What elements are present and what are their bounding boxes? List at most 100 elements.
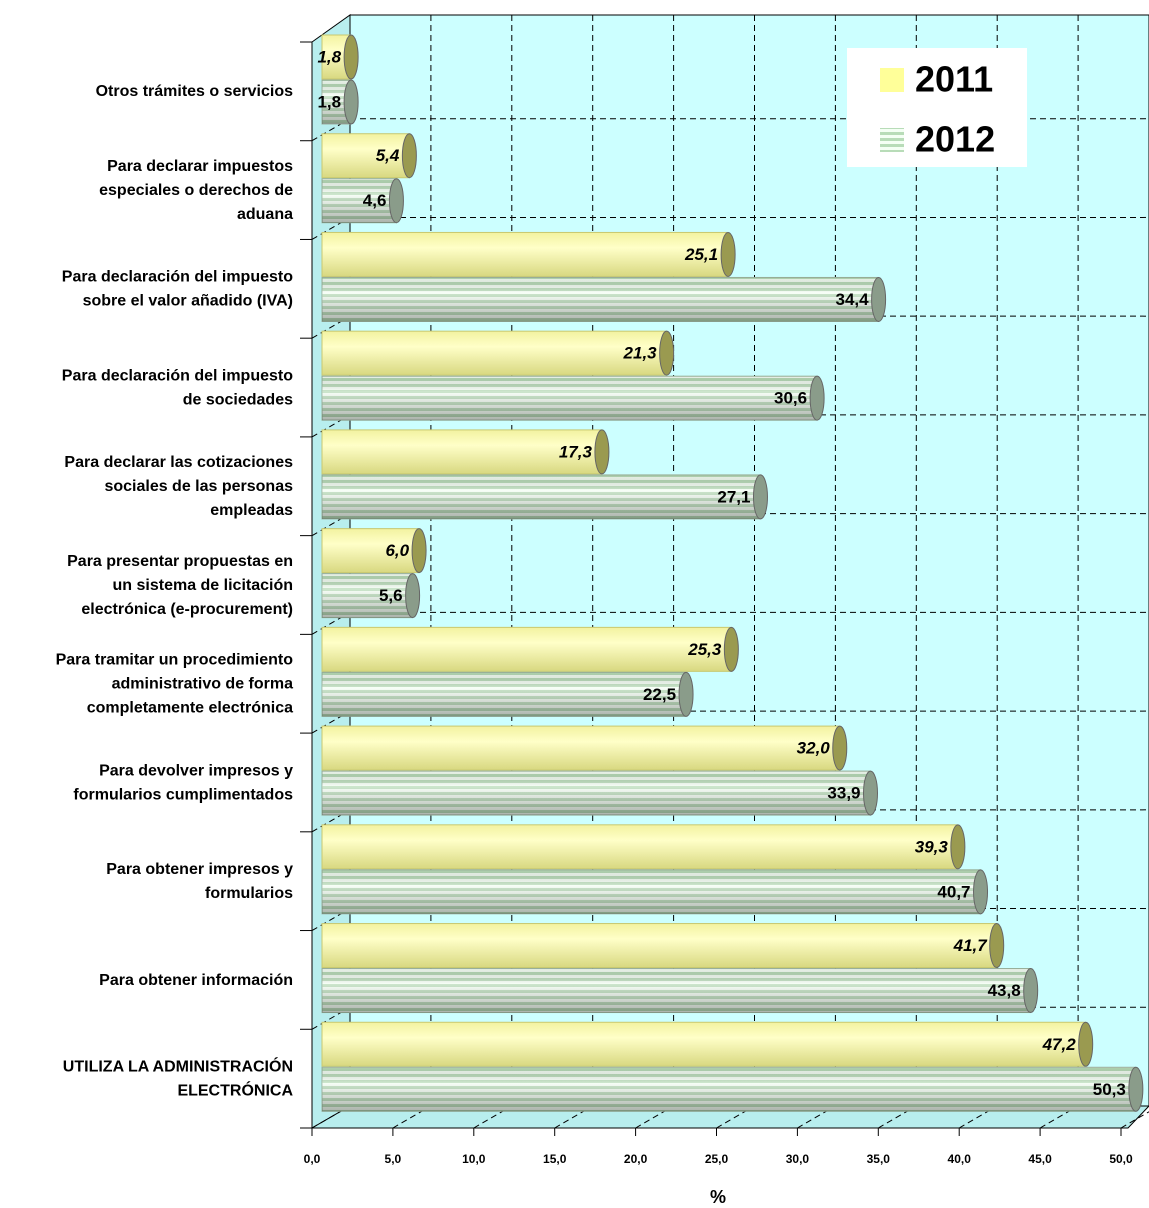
bar: [321, 824, 966, 870]
bar-shade: [322, 277, 879, 322]
bar: [321, 34, 359, 80]
bar-cap: [863, 770, 879, 816]
bar-body: [321, 923, 998, 969]
bar-cap: [678, 671, 694, 717]
value-label: 1,8: [317, 47, 341, 66]
bar-shade: [322, 771, 871, 816]
y-tick-label: de sociedades: [183, 391, 293, 408]
bar-cap: [594, 429, 610, 475]
value-label: 22,5: [643, 685, 676, 704]
grid-line: [716, 1105, 755, 1129]
x-tick-label: 5,0: [385, 1152, 402, 1166]
bar-cap: [659, 330, 675, 376]
y-tick-label: Para tramitar un procedimiento: [56, 652, 294, 669]
grid-line: [311, 611, 351, 635]
grid-line: [311, 217, 351, 240]
y-tick-label: Otros trámites o servicios: [96, 83, 294, 100]
grid-line: [311, 513, 351, 537]
bar: [321, 133, 417, 179]
value-label: 5,4: [376, 146, 400, 165]
y-tick-label: UTILIZA LA ADMINISTRACIÓN: [63, 1056, 293, 1075]
value-label: 43,8: [988, 981, 1021, 1000]
y-tick-label: Para obtener información: [99, 972, 293, 989]
y-tick-label: aduana: [237, 206, 293, 223]
bar-cap: [405, 573, 421, 619]
value-label: 21,3: [623, 344, 658, 363]
grid-line: [1120, 1111, 1149, 1129]
bar: [321, 330, 675, 376]
value-label: 25,3: [687, 640, 722, 659]
bar-body: [321, 231, 729, 277]
y-tick-label: empleadas: [210, 502, 293, 519]
bar: [321, 231, 736, 277]
bar-cap: [1128, 1066, 1144, 1112]
bar-body: [321, 528, 420, 574]
value-label: 4,6: [363, 191, 387, 210]
grid-line: [311, 710, 351, 734]
value-label: 47,2: [1042, 1035, 1077, 1054]
bar-cap: [871, 276, 887, 322]
x-tick-label: 25,0: [705, 1152, 729, 1166]
y-tick-label: sociales de las personas: [104, 478, 293, 495]
grid-line: [392, 1105, 432, 1129]
y-tick-label: sobre el valor añadido (IVA): [83, 293, 293, 310]
bar-cap: [832, 725, 848, 771]
legend-label: 2011: [915, 59, 993, 100]
bar-body: [321, 133, 410, 179]
x-tick-label: 20,0: [624, 1152, 648, 1166]
y-tick-label: Para declaración del impuesto: [62, 269, 293, 286]
bar-cap: [1023, 968, 1039, 1014]
grid-line: [635, 1105, 674, 1129]
grid-line: [311, 315, 351, 339]
grid-line: [958, 1105, 998, 1129]
bar-cap: [723, 626, 739, 672]
value-label: 50,3: [1093, 1080, 1126, 1099]
bar: [321, 375, 825, 421]
bar-cap: [411, 528, 427, 574]
bar-body: [321, 330, 668, 376]
value-label: 5,6: [379, 586, 403, 605]
bar: [321, 626, 739, 672]
bar-body: [321, 824, 959, 870]
bar: [321, 869, 989, 915]
y-tick-label: especiales o derechos de: [99, 182, 293, 199]
bar: [321, 528, 427, 574]
bar: [321, 573, 421, 619]
bar: [321, 770, 879, 816]
bar-cap: [1078, 1021, 1094, 1067]
bar-body: [321, 626, 732, 672]
bar-cap: [343, 79, 359, 125]
grid-line: [554, 1105, 593, 1129]
bar-shade: [322, 178, 397, 223]
y-tick-label: Para presentar propuestas en: [67, 553, 293, 570]
bar: [321, 1066, 1144, 1112]
bar: [321, 276, 887, 322]
x-tick-label: 50,0: [1109, 1152, 1133, 1166]
y-tick-label: formularios cumplimentados: [73, 786, 293, 803]
grid-line: [797, 1105, 836, 1129]
x-tick-label: 15,0: [543, 1152, 567, 1166]
y-tick-label: un sistema de licitación: [113, 577, 294, 594]
x-tick-label: 40,0: [948, 1152, 972, 1166]
value-label: 27,1: [717, 487, 750, 506]
bar: [321, 725, 848, 771]
value-label: 39,3: [915, 837, 949, 856]
legend-swatch: [880, 128, 904, 152]
y-tick-label: Para declaración del impuesto: [62, 367, 293, 384]
x-tick-label: 35,0: [867, 1152, 891, 1166]
bar-shade: [322, 1067, 1136, 1112]
bar-cap: [973, 869, 989, 915]
bar-cap: [343, 34, 359, 80]
bar: [321, 1021, 1094, 1067]
grid-line: [311, 809, 351, 833]
bar: [321, 429, 610, 475]
value-label: 32,0: [797, 739, 831, 758]
grid-line: [311, 1006, 351, 1030]
grid-line: [311, 414, 351, 438]
legend-box: [847, 48, 1027, 167]
value-label: 34,4: [835, 290, 869, 309]
y-tick-label: Para obtener impresos y: [106, 861, 293, 878]
grid-line: [1039, 1105, 1079, 1129]
bar-shade: [322, 474, 761, 519]
